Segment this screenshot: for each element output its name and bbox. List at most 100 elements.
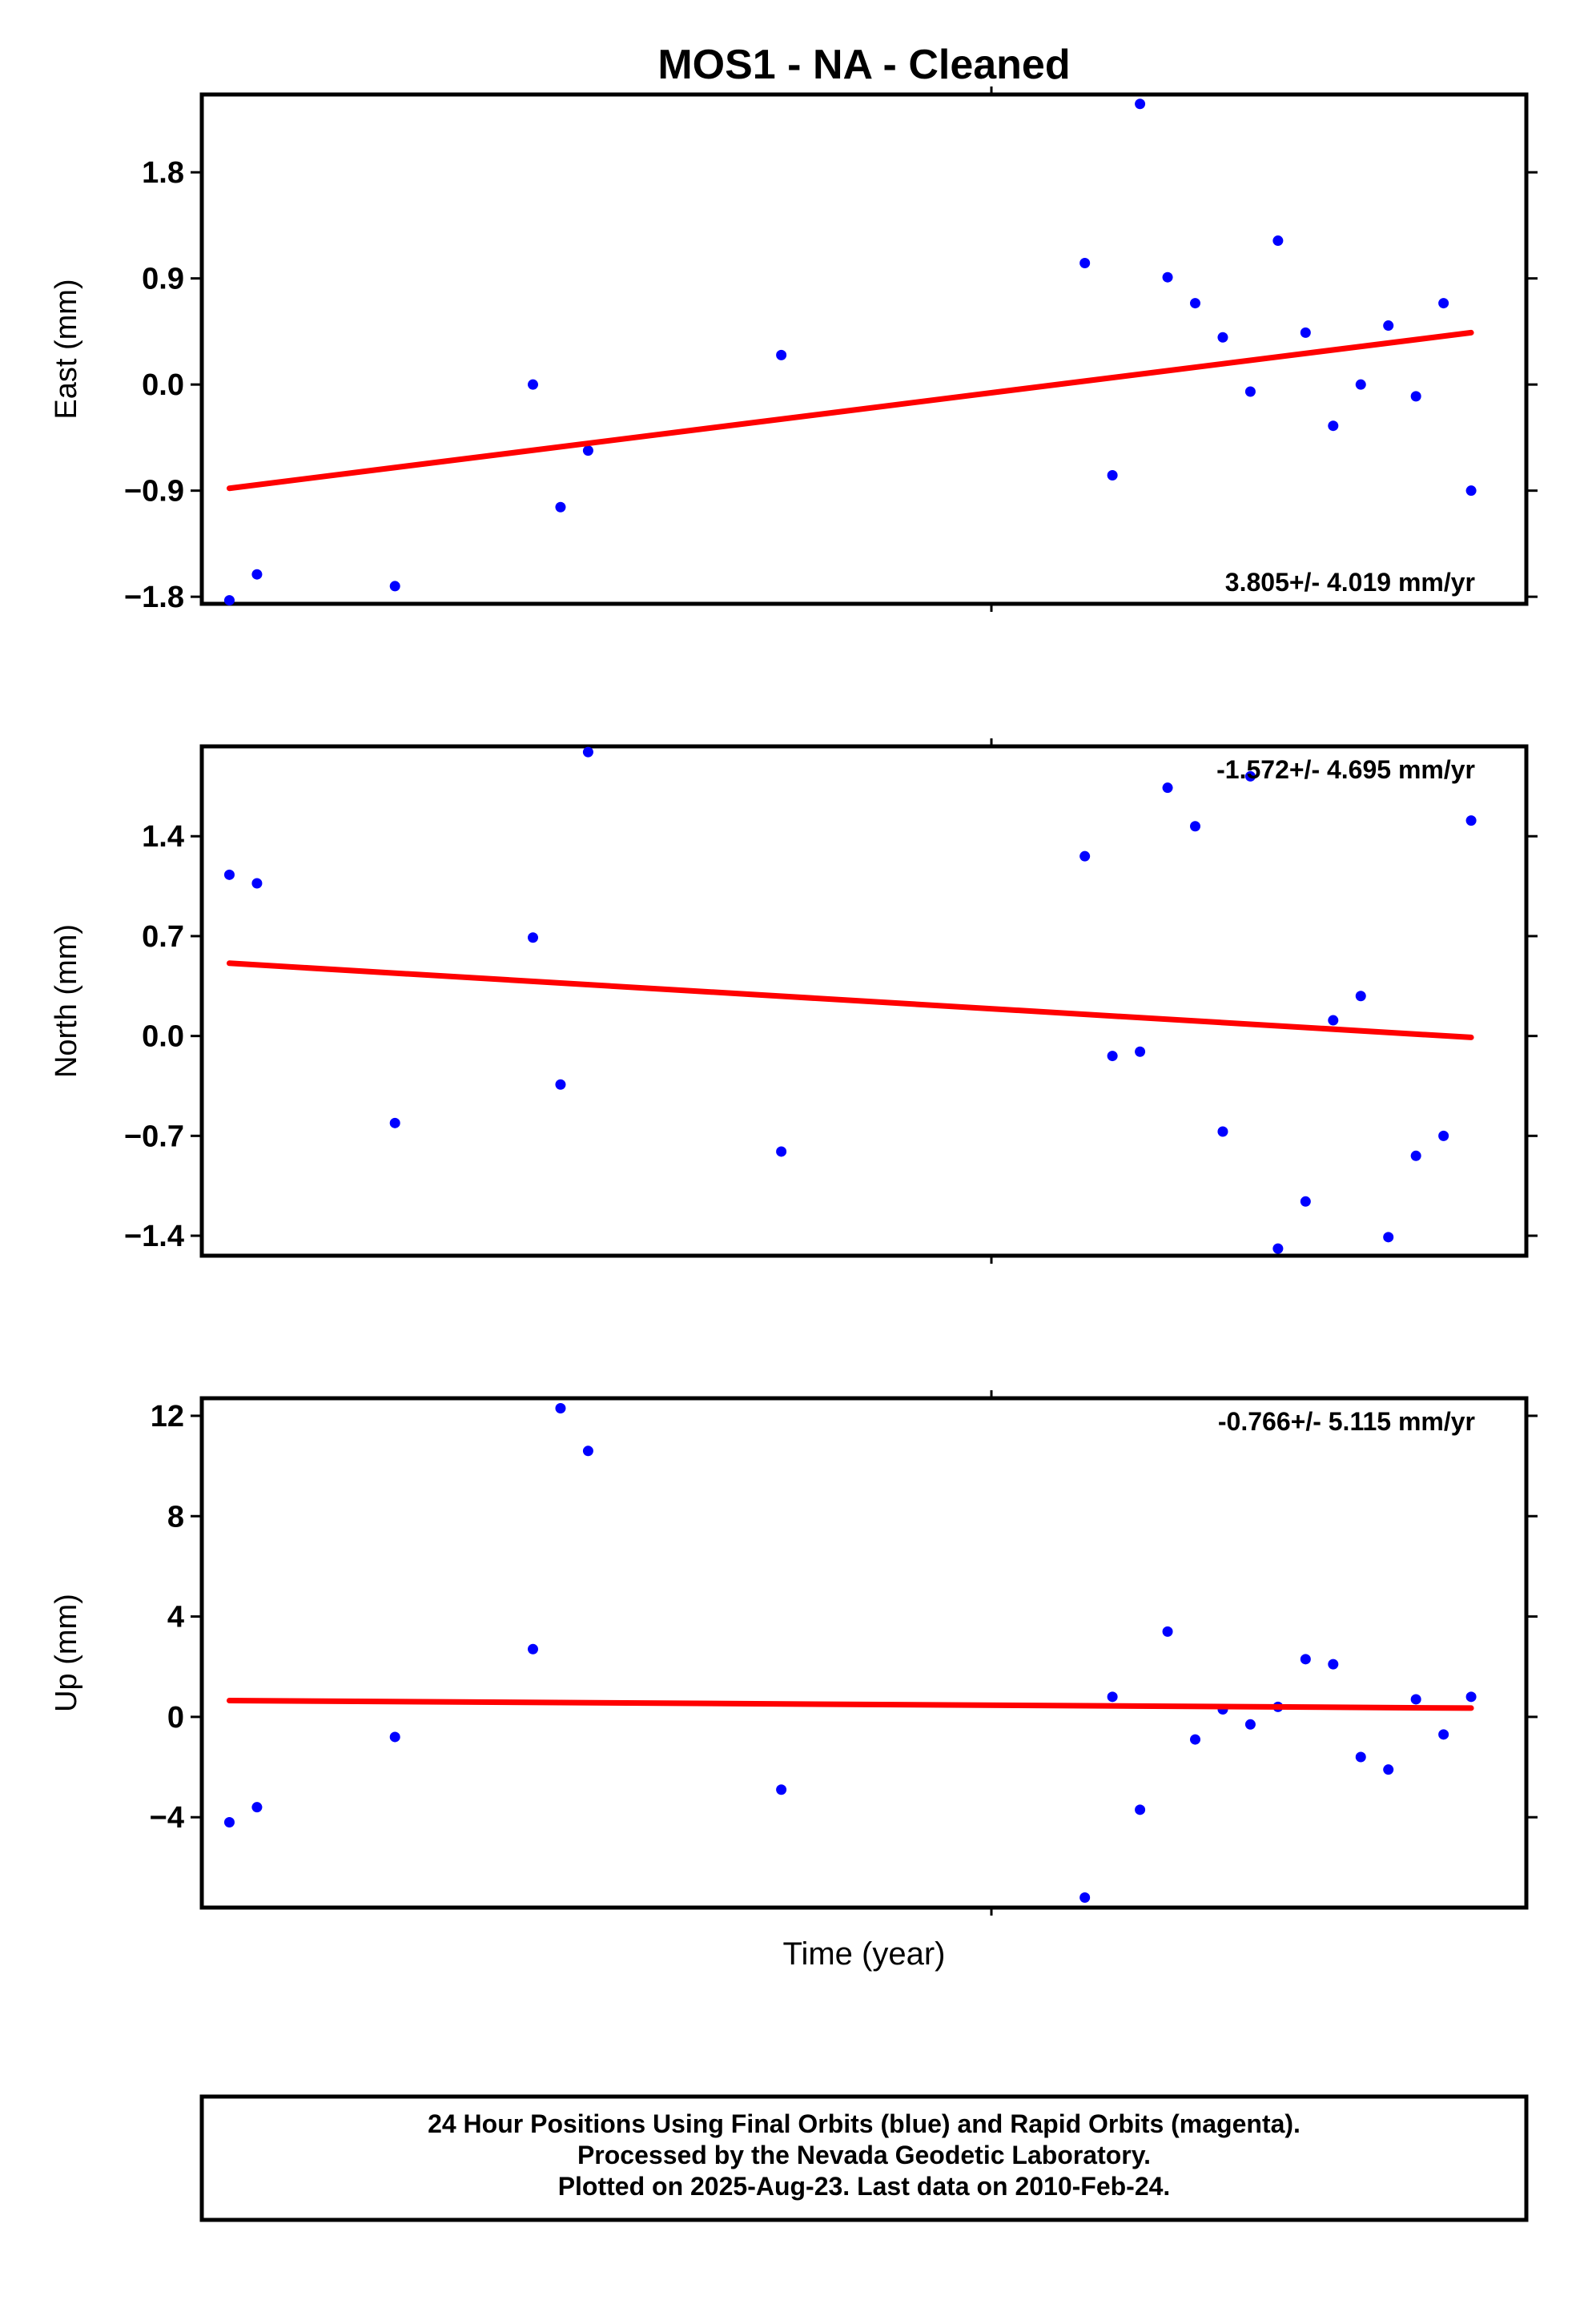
north-data-point [1190,821,1200,832]
north-ytick-label: 1.4 [142,820,184,854]
up-data-point [528,1643,538,1655]
north-data-point [389,1117,400,1128]
north-data-point [1300,1196,1311,1207]
north-data-point [1079,850,1091,862]
east-data-point [1300,327,1311,338]
up-rate-label: -0.766+/- 5.115 mm/yr [1218,1407,1475,1436]
north-data-point [776,1146,787,1157]
north-data-point [1135,1046,1146,1057]
panel-north: 1.4 0.7 0.0 −0.7 −1.4 North (mm) -1.572+/- 4.6… [50,738,1538,1264]
x-axis-label: Time (year) [783,1936,946,1972]
east-data-point [776,349,787,360]
up-ytick-label: −4 [150,1801,184,1835]
north-data-point [528,932,538,943]
north-ytick-label: 0.0 [142,1020,184,1054]
up-ytick-label: 4 [167,1601,184,1634]
north-frame [199,744,1529,1258]
east-data-point [1465,485,1477,497]
north-rate-label: -1.572+/- 4.695 mm/yr [1216,755,1475,784]
up-data-point [1162,1626,1173,1637]
east-data-point [582,445,593,456]
footer-line-3: Plotted on 2025-Aug-23. Last data on 201… [558,2172,1171,2201]
east-data-point [1079,258,1091,269]
footer-line-1: 24 Hour Positions Using Final Orbits (bl… [428,2109,1301,2138]
east-data-point [1410,391,1421,402]
chart-title: MOS1 - NA - Cleaned [657,42,1070,88]
footer-line-2: Processed by the Nevada Geodetic Laborat… [577,2141,1151,2169]
east-ytick-label: 0.9 [142,263,184,296]
east-data-point [1328,420,1339,432]
east-data-point [1107,470,1118,481]
up-ytick-label: 0 [167,1701,184,1735]
north-trend-line [226,960,1474,1040]
up-data-point [1465,1691,1477,1703]
north-y-axis-label: North (mm) [50,924,83,1078]
up-data-point [1190,1734,1200,1745]
north-ytick-label: 0.7 [142,920,184,954]
up-data-point [389,1731,400,1743]
east-data-point [1190,298,1200,309]
east-data-point [1162,271,1173,283]
east-data-point [555,501,566,513]
north-data-point [1355,991,1366,1002]
up-y-axis-label: Up (mm) [50,1594,83,1712]
north-data-point [1465,815,1477,826]
up-data-point [776,1784,787,1795]
north-data-point [1410,1150,1421,1161]
up-data-point [555,1403,566,1414]
east-data-point [1272,235,1284,247]
north-data-point [251,878,263,889]
up-data-point [1383,1764,1394,1775]
east-data-point [1135,99,1146,110]
up-ytick-label: 8 [167,1500,184,1534]
up-data-point [1328,1659,1339,1670]
east-data-point [1383,320,1394,332]
up-data-point [1355,1751,1366,1763]
up-data-point [1438,1729,1449,1740]
east-data-point [1244,386,1256,397]
north-data-point [1383,1232,1394,1243]
up-ytick-label: 12 [151,1400,184,1433]
east-data-point [1355,379,1366,390]
east-trend-line [226,329,1474,492]
up-frame [199,1396,1529,1910]
north-data-point [1438,1130,1449,1141]
north-data-point [1107,1051,1118,1062]
east-y-axis-label: East (mm) [50,279,83,419]
north-data-point [1244,770,1256,782]
footer-box [199,2094,1529,2222]
east-data-point [389,581,400,592]
north-ytick-label: −1.4 [124,1220,184,1253]
panel-east: 1.8 0.9 0.0 −0.9 −1.8 East (mm) 3.805+/- 4.019… [50,86,1538,614]
east-data-point [528,379,538,390]
up-data-point [1410,1694,1421,1705]
east-ytick-label: −0.9 [124,475,184,509]
up-data-point [223,1816,235,1827]
panel-up: 12 8 4 0 −4 Up (mm) -0.766+/- 5.115 mm/yr [50,1390,1538,1916]
up-trend-line [226,1698,1474,1711]
east-ytick-label: −1.8 [124,581,184,614]
east-data-point [1438,298,1449,309]
east-data-point [223,595,235,606]
up-data-point [1107,1691,1118,1703]
east-ytick-label: 0.0 [142,368,184,402]
east-frame [199,92,1529,606]
north-data-point [582,746,593,758]
north-ytick-label: −0.7 [124,1120,184,1153]
north-data-point [555,1079,566,1090]
up-data-point [582,1445,593,1457]
north-data-point [1328,1015,1339,1026]
up-data-point [1300,1654,1311,1665]
east-data-point [1217,332,1228,343]
north-data-point [223,869,235,880]
up-data-point [1135,1804,1146,1815]
east-ytick-label: 1.8 [142,156,184,190]
north-data-point [1272,1243,1284,1254]
north-data-point [1217,1126,1228,1137]
east-data-point [251,569,263,580]
up-data-point [1244,1719,1256,1730]
north-data-point [1162,782,1173,794]
up-data-point [251,1802,263,1813]
east-rate-label: 3.805+/- 4.019 mm/yr [1225,568,1475,597]
